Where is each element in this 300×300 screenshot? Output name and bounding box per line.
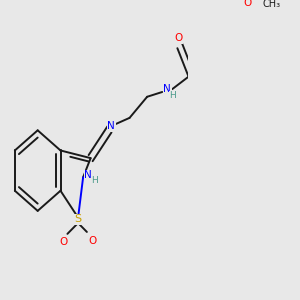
Text: O: O bbox=[174, 33, 183, 43]
Text: N: N bbox=[107, 122, 115, 131]
Text: CH₃: CH₃ bbox=[262, 0, 280, 9]
Text: N: N bbox=[84, 170, 92, 180]
Text: O: O bbox=[244, 0, 252, 8]
Text: O: O bbox=[59, 238, 67, 248]
Text: H: H bbox=[169, 91, 176, 100]
Text: O: O bbox=[88, 236, 97, 246]
Text: S: S bbox=[74, 214, 82, 224]
Text: N: N bbox=[164, 84, 171, 94]
Text: H: H bbox=[91, 176, 98, 185]
